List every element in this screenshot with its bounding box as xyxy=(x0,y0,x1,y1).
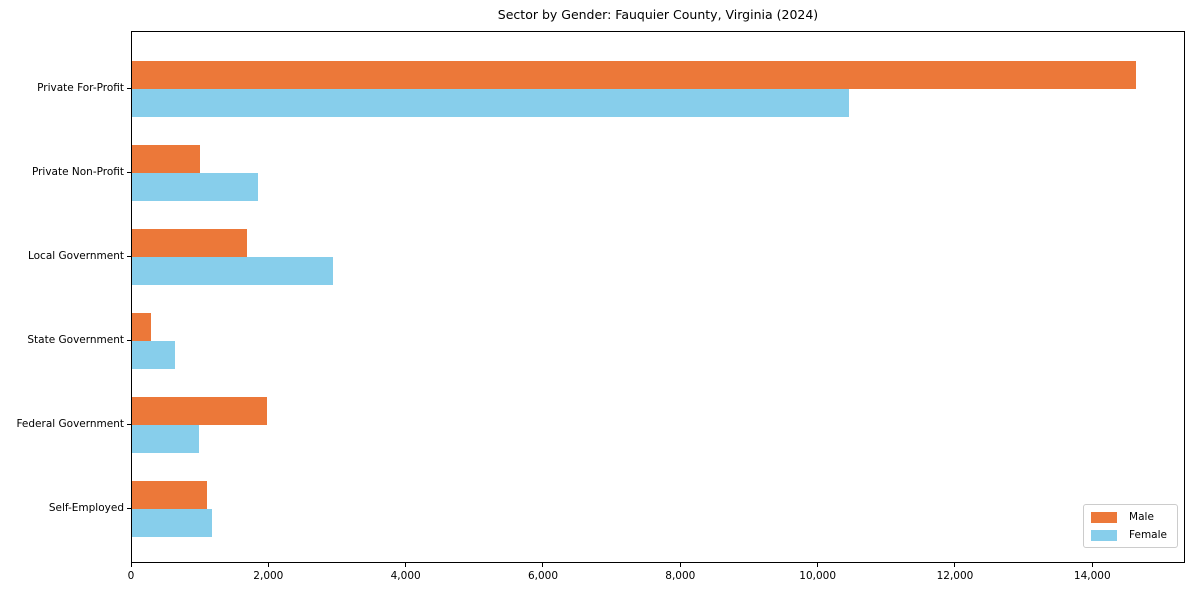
x-axis-tick xyxy=(542,563,544,567)
bar-male-state-government xyxy=(132,313,151,341)
x-axis-tick-label: 8,000 xyxy=(665,570,696,582)
bar-female-local-government xyxy=(132,257,333,285)
x-axis-tick xyxy=(1091,563,1093,567)
y-axis-category-label: Federal Government xyxy=(16,418,124,430)
bar-male-local-government xyxy=(132,229,247,257)
y-axis-tick xyxy=(127,507,131,509)
x-axis-tick-label: 2,000 xyxy=(253,570,284,582)
bar-male-private-for-profit xyxy=(132,61,1136,89)
x-axis-tick xyxy=(817,563,819,567)
x-axis-tick xyxy=(405,563,407,567)
x-axis-tick xyxy=(954,563,956,567)
y-axis-category-label: State Government xyxy=(27,334,124,346)
bar-female-self-employed xyxy=(132,509,212,537)
x-axis-tick xyxy=(267,563,269,567)
plot-area: Male Female xyxy=(131,31,1185,563)
bar-male-private-non-profit xyxy=(132,145,200,173)
y-axis-tick xyxy=(127,423,131,425)
bar-female-federal-government xyxy=(132,425,200,453)
legend-label-female: Female xyxy=(1129,529,1167,541)
legend-swatch-female xyxy=(1091,529,1118,541)
x-axis-tick-label: 10,000 xyxy=(799,570,837,582)
bar-male-federal-government xyxy=(132,397,268,425)
legend: Male Female xyxy=(1083,504,1178,548)
x-axis-tick-label: 12,000 xyxy=(936,570,974,582)
y-axis-category-label: Private Non-Profit xyxy=(31,166,124,178)
y-axis-category-label: Private For-Profit xyxy=(37,82,124,94)
legend-label-male: Male xyxy=(1129,511,1154,523)
y-axis-category-label: Local Government xyxy=(27,250,124,262)
x-axis-tick-label: 6,000 xyxy=(527,570,559,582)
legend-item-male: Male xyxy=(1091,511,1167,523)
y-axis-tick xyxy=(127,255,131,257)
legend-swatch-male xyxy=(1091,511,1118,523)
legend-item-female: Female xyxy=(1091,529,1167,541)
y-axis-tick xyxy=(127,339,131,341)
bar-female-private-for-profit xyxy=(132,89,849,117)
chart-title: Sector by Gender: Fauquier County, Virgi… xyxy=(497,7,819,22)
y-axis-tick xyxy=(127,87,131,89)
y-axis-tick xyxy=(127,171,131,173)
x-axis-tick-label: 4,000 xyxy=(390,570,421,582)
x-axis-tick-label: 0 xyxy=(127,570,135,582)
x-axis-tick xyxy=(130,563,132,567)
bar-female-private-non-profit xyxy=(132,173,259,201)
x-axis-tick-label: 14,000 xyxy=(1073,570,1111,582)
bar-female-state-government xyxy=(132,341,175,369)
bar-male-self-employed xyxy=(132,481,207,509)
x-axis-tick xyxy=(679,563,681,567)
y-axis-category-label: Self-Employed xyxy=(48,502,124,514)
